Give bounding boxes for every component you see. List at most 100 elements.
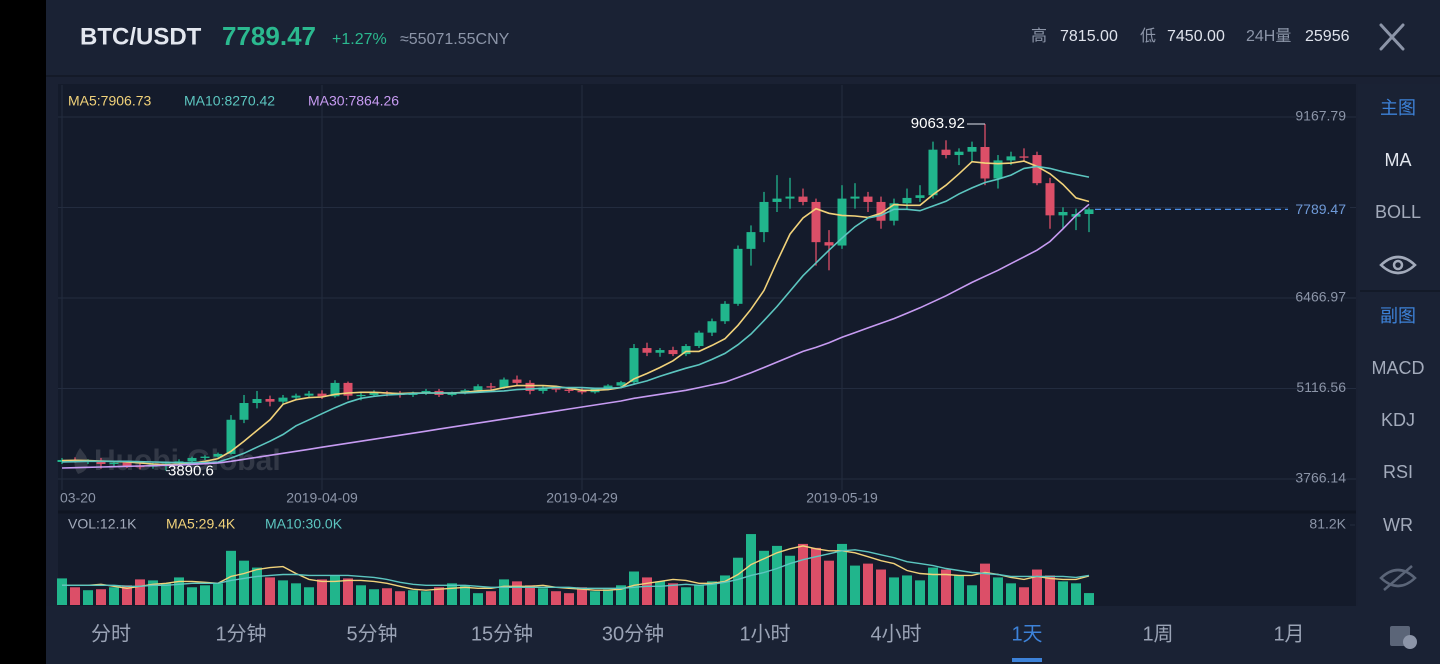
volume-bar bbox=[668, 583, 678, 605]
interval-tab[interactable]: 1天 bbox=[1011, 623, 1042, 645]
y-tick-label: 3766.14 bbox=[1295, 470, 1346, 486]
candle-body bbox=[642, 348, 652, 353]
sub-title: 副图 bbox=[1380, 306, 1416, 326]
menu-item[interactable]: MA bbox=[1385, 150, 1412, 170]
volume-bar bbox=[187, 587, 197, 605]
candle-body bbox=[863, 196, 873, 202]
volume-bar bbox=[564, 593, 574, 605]
volume-bar bbox=[1058, 581, 1068, 605]
volume-legend: VOL:12.1K bbox=[68, 516, 137, 532]
candle-body bbox=[226, 419, 236, 454]
interval-tab[interactable]: 30分钟 bbox=[602, 622, 664, 645]
candle-body bbox=[902, 197, 912, 204]
candle-body bbox=[1032, 155, 1042, 184]
candle-body bbox=[1084, 209, 1094, 215]
interval-tab[interactable]: 15分钟 bbox=[471, 622, 533, 645]
candle-body bbox=[291, 395, 301, 398]
tab-bar bbox=[46, 606, 1440, 664]
volume-bar bbox=[148, 580, 158, 605]
menu-item[interactable]: BOLL bbox=[1375, 202, 1421, 222]
volume-bar bbox=[460, 585, 470, 605]
volume-bar bbox=[915, 580, 925, 605]
volume-legend-entry: MA10:30.0K bbox=[265, 516, 343, 532]
price: 7789.47 bbox=[222, 21, 316, 51]
volume-bar bbox=[1071, 583, 1081, 605]
top-bar bbox=[46, 0, 1440, 76]
candle-body bbox=[512, 379, 522, 383]
candle-body bbox=[304, 393, 314, 396]
candle-body bbox=[421, 390, 431, 393]
hide-indicator-icon[interactable] bbox=[1379, 565, 1417, 591]
interval-tab[interactable]: 1周 bbox=[1142, 623, 1173, 645]
volume-bar bbox=[759, 550, 769, 605]
volume-bar bbox=[954, 575, 964, 605]
plot: 3766.145116.566466.977817.389167.7903-20… bbox=[57, 85, 1356, 605]
last-price-label: 7789.47 bbox=[1295, 201, 1346, 217]
volume-bar bbox=[343, 578, 353, 605]
candle-body bbox=[694, 332, 704, 347]
pair: BTC/USDT bbox=[80, 23, 202, 50]
candle-body bbox=[967, 146, 977, 152]
candle-body bbox=[811, 201, 821, 243]
candle-body bbox=[941, 149, 951, 156]
volume-bar bbox=[395, 591, 405, 605]
volume-bar bbox=[174, 577, 184, 605]
volume-bar bbox=[824, 560, 834, 605]
close-button[interactable] bbox=[1379, 23, 1405, 51]
candle-body bbox=[876, 201, 886, 221]
last-price-box bbox=[1288, 201, 1350, 218]
y-tick-label: 5116.56 bbox=[1296, 379, 1346, 395]
candle-body bbox=[122, 462, 132, 467]
candle-body bbox=[1006, 156, 1016, 161]
volume-bar bbox=[382, 588, 392, 605]
candle-body bbox=[772, 198, 782, 202]
volume-bar bbox=[1084, 593, 1094, 605]
volume-bar bbox=[603, 589, 613, 605]
candle-body bbox=[603, 385, 613, 389]
candle-body bbox=[928, 149, 938, 196]
menu-item[interactable]: RSI bbox=[1383, 462, 1413, 482]
candle-body bbox=[486, 386, 496, 388]
menu-item[interactable]: KDJ bbox=[1381, 410, 1415, 430]
change: +1.27% bbox=[332, 31, 387, 48]
volume-bar bbox=[993, 577, 1003, 605]
candle-body bbox=[824, 242, 834, 246]
volume-ma-line bbox=[62, 549, 1090, 589]
settings-icon[interactable] bbox=[1390, 626, 1417, 649]
interval-tab[interactable]: 分时 bbox=[91, 622, 131, 645]
legend-entry: MA5:7906.73 bbox=[68, 93, 151, 109]
volume-bar bbox=[161, 583, 171, 605]
legend-entry: MA10:8270.42 bbox=[184, 93, 275, 109]
volume-bar bbox=[863, 563, 873, 605]
volume-bar bbox=[642, 577, 652, 605]
candle-body bbox=[109, 462, 119, 464]
volume-bar bbox=[798, 543, 808, 605]
candle-body bbox=[330, 382, 340, 397]
interval-tab[interactable]: 5分钟 bbox=[346, 622, 397, 645]
interval-tab[interactable]: 1分钟 bbox=[215, 622, 266, 645]
candle-body bbox=[655, 350, 665, 353]
volume-bar bbox=[1019, 587, 1029, 605]
volume-bar bbox=[707, 581, 717, 605]
candle-body bbox=[668, 350, 678, 355]
candle-body bbox=[577, 390, 587, 393]
candle-body bbox=[1045, 183, 1055, 216]
volume-bar bbox=[122, 585, 132, 605]
high-label: 高 bbox=[1031, 27, 1047, 45]
candle-body bbox=[525, 382, 535, 391]
menu-item[interactable]: MACD bbox=[1372, 358, 1425, 378]
y-tick-label: 6466.97 bbox=[1295, 289, 1346, 305]
candle-body bbox=[993, 160, 1003, 179]
volume-bar bbox=[746, 534, 756, 605]
volume-bar bbox=[512, 581, 522, 605]
volume-bar bbox=[1032, 569, 1042, 605]
volume-bar bbox=[278, 580, 288, 605]
volume-bar bbox=[408, 590, 418, 605]
show-indicator-icon[interactable] bbox=[1379, 255, 1417, 275]
chart-panel bbox=[58, 84, 1356, 606]
interval-tab[interactable]: 1月 bbox=[1273, 623, 1304, 645]
interval-tab[interactable]: 1小时 bbox=[739, 622, 790, 645]
interval-tab[interactable]: 4小时 bbox=[870, 622, 921, 645]
volume-bar bbox=[772, 545, 782, 605]
menu-item[interactable]: WR bbox=[1383, 515, 1413, 535]
